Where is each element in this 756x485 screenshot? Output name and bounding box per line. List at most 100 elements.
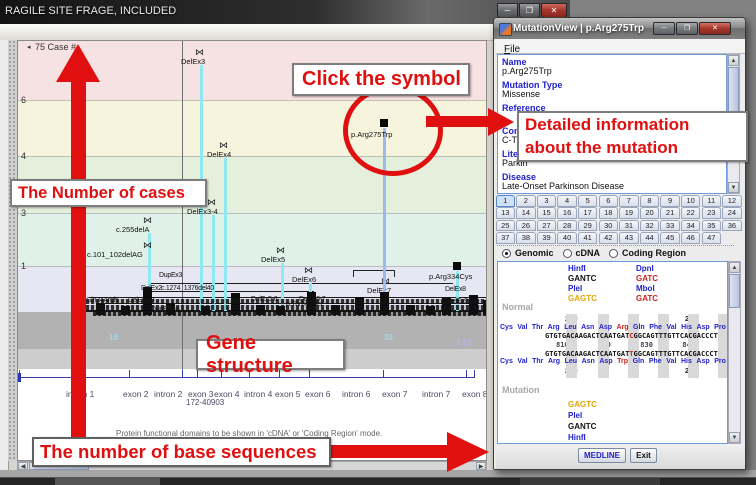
taskbar-item[interactable] xyxy=(55,478,160,485)
tab-exon-6[interactable]: 6 xyxy=(598,195,619,207)
tab-exon-37[interactable]: 37 xyxy=(495,232,516,244)
sequence-pane[interactable]: Normal Mutation 270 280 810 820 830 840 … xyxy=(497,261,728,444)
main-window-title: RAGILE SITE FRAGE, INCLUDED xyxy=(5,5,177,17)
tab-exon-36[interactable]: 36 xyxy=(722,219,742,232)
scroll-left-icon[interactable]: ◀ xyxy=(18,462,28,470)
tab-exon-3[interactable]: 3 xyxy=(536,195,557,207)
tab-exon-45[interactable]: 45 xyxy=(660,232,680,244)
tab-exon-15[interactable]: 15 xyxy=(536,207,557,219)
tab-exon-1[interactable]: 1 xyxy=(495,195,516,207)
left-scrollbar-strip[interactable] xyxy=(8,40,17,461)
mutation-symbol-icon[interactable] xyxy=(453,262,461,270)
tab-exon-27[interactable]: 27 xyxy=(536,219,557,232)
tab-exon-32[interactable]: 32 xyxy=(639,219,660,232)
tab-exon-7[interactable]: 7 xyxy=(619,195,639,207)
tab-exon-21[interactable]: 21 xyxy=(660,207,680,219)
gridline xyxy=(18,213,486,214)
tab-exon-43[interactable]: 43 xyxy=(619,232,639,244)
mv-maximize-icon[interactable]: ❐ xyxy=(676,22,698,35)
deletion-symbol-icon[interactable]: ⋈ xyxy=(276,245,285,255)
y-axis-tick-label: 3 xyxy=(21,208,27,218)
amino-acid: Trp xyxy=(617,358,629,365)
amino-acid-row: Cys Val Thr Arg Leu Asn Asp Arg Gln Phe Val His Asp P… xyxy=(500,324,726,331)
sequence-count-label: 18 xyxy=(109,333,118,342)
annotation-text: Gene structure xyxy=(206,331,293,377)
deletion-symbol-icon[interactable]: ⋈ xyxy=(304,265,313,275)
tab-exon-14[interactable]: 14 xyxy=(516,207,536,219)
deletion-symbol-icon[interactable]: ⋈ xyxy=(143,240,152,250)
tab-exon-31[interactable]: 31 xyxy=(619,219,639,232)
radio-genomic[interactable] xyxy=(502,248,511,258)
sequence-scrollbar-thumb[interactable] xyxy=(729,274,740,308)
tab-exon-19[interactable]: 19 xyxy=(619,207,639,219)
tab-exon-47[interactable]: 47 xyxy=(701,232,722,244)
tab-exon-22[interactable]: 22 xyxy=(680,207,701,219)
tab-exon-35[interactable]: 35 xyxy=(701,219,722,232)
maximize-icon[interactable]: ❐ xyxy=(519,3,540,18)
mv-minimize-icon[interactable]: ─ xyxy=(653,22,675,35)
tab-exon-33[interactable]: 33 xyxy=(660,219,680,232)
tab-exon-38[interactable]: 38 xyxy=(516,232,536,244)
close-icon[interactable]: ✕ xyxy=(541,3,567,18)
tab-exon-41[interactable]: 41 xyxy=(577,232,598,244)
pane-splitter-arrow-icon[interactable]: ◂ xyxy=(27,44,31,51)
amino-acid: Gln xyxy=(633,324,645,331)
tab-exon-24[interactable]: 24 xyxy=(722,207,742,219)
tab-exon-40[interactable]: 40 xyxy=(557,232,577,244)
tab-exon-4[interactable]: 4 xyxy=(557,195,577,207)
tab-exon-26[interactable]: 26 xyxy=(516,219,536,232)
scroll-up-icon[interactable]: ▲ xyxy=(729,262,740,273)
tab-exon-34[interactable]: 34 xyxy=(680,219,701,232)
taskbar[interactable] xyxy=(0,477,756,485)
axis-region-label: intron 7 xyxy=(422,389,451,399)
main-titlebar[interactable]: RAGILE SITE FRAGE, INCLUDED ─ ❐ ✕ xyxy=(0,0,570,24)
tab-exon-44[interactable]: 44 xyxy=(639,232,660,244)
mutation-label: DupEx3 xyxy=(159,272,183,279)
tab-exon-25[interactable]: 25 xyxy=(495,219,516,232)
tab-exon-20[interactable]: 20 xyxy=(639,207,660,219)
mv-close-icon[interactable]: ✕ xyxy=(699,22,731,35)
case-marker-column xyxy=(276,306,285,315)
tab-exon-46[interactable]: 46 xyxy=(680,232,701,244)
minimize-icon[interactable]: ─ xyxy=(497,3,518,18)
tab-exon-5[interactable]: 5 xyxy=(577,195,598,207)
deletion-symbol-icon[interactable]: ⋈ xyxy=(207,197,216,207)
deletion-symbol-icon[interactable]: ⋈ xyxy=(195,47,204,57)
tab-exon-28[interactable]: 28 xyxy=(557,219,577,232)
tab-exon-2[interactable]: 2 xyxy=(516,195,536,207)
tab-exon-10[interactable]: 10 xyxy=(680,195,701,207)
scroll-up-icon[interactable]: ▲ xyxy=(728,55,739,66)
deletion-symbol-icon[interactable]: ⋈ xyxy=(143,215,152,225)
tab-exon-29[interactable]: 29 xyxy=(577,219,598,232)
tab-exon-9[interactable]: 9 xyxy=(660,195,680,207)
amino-acid: Asp xyxy=(696,358,710,365)
tab-exon-42[interactable]: 42 xyxy=(598,232,619,244)
tab-exon-13[interactable]: 13 xyxy=(495,207,516,219)
taskbar-item[interactable] xyxy=(520,478,660,485)
tab-exon-11[interactable]: 11 xyxy=(701,195,722,207)
radio-coding-region[interactable] xyxy=(609,248,619,258)
radio-cdna[interactable] xyxy=(562,248,572,258)
enzyme-name: GAGTC xyxy=(568,400,597,409)
deletion-symbol-icon[interactable]: ⋈ xyxy=(219,140,228,150)
enzyme-name: PleI xyxy=(568,411,583,420)
menu-file[interactable]: File xyxy=(504,44,521,55)
tab-exon-8[interactable]: 8 xyxy=(639,195,660,207)
tab-exon-12[interactable]: 12 xyxy=(722,195,742,207)
tab-exon-16[interactable]: 16 xyxy=(557,207,577,219)
sequence-scrollbar[interactable]: ▲ ▼ xyxy=(728,261,741,444)
amino-acid: Thr xyxy=(532,358,544,365)
medline-button[interactable]: MEDLINE xyxy=(578,448,626,463)
mutation-section-label: Mutation xyxy=(502,385,540,395)
scroll-down-icon[interactable]: ▼ xyxy=(728,182,739,193)
mv-titlebar[interactable]: MutationView | p.Arg275Trp ─ ❐ ✕ xyxy=(494,18,745,39)
tab-exon-30[interactable]: 30 xyxy=(598,219,619,232)
amino-acid: Asp xyxy=(599,358,613,365)
tab-exon-18[interactable]: 18 xyxy=(598,207,619,219)
tab-exon-17[interactable]: 17 xyxy=(577,207,598,219)
exit-button[interactable]: Exit xyxy=(630,448,657,463)
mutation-label: DelEx7 xyxy=(367,286,392,295)
tab-exon-39[interactable]: 39 xyxy=(536,232,557,244)
tab-exon-23[interactable]: 23 xyxy=(701,207,722,219)
scroll-down-icon[interactable]: ▼ xyxy=(729,432,740,443)
